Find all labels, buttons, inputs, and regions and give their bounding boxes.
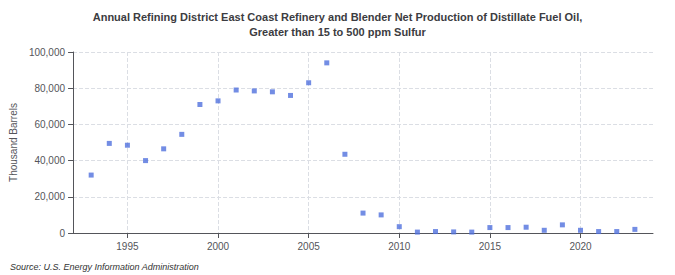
svg-text:40,000: 40,000 [34, 155, 65, 166]
svg-text:100,000: 100,000 [29, 47, 66, 58]
svg-text:Greater than 15 to 500 ppm Sul: Greater than 15 to 500 ppm Sulfur [249, 26, 426, 38]
svg-text:0: 0 [59, 228, 65, 239]
svg-text:20,000: 20,000 [34, 191, 65, 202]
svg-text:Thousand Barrels: Thousand Barrels [8, 103, 19, 182]
svg-text:2005: 2005 [298, 241, 321, 252]
svg-text:80,000: 80,000 [34, 83, 65, 94]
svg-text:2020: 2020 [569, 241, 592, 252]
svg-text:2015: 2015 [479, 241, 502, 252]
svg-text:2010: 2010 [388, 241, 411, 252]
svg-text:2000: 2000 [207, 241, 230, 252]
svg-text:60,000: 60,000 [34, 119, 65, 130]
svg-text:Source: U.S. Energy Informatio: Source: U.S. Energy Information Administ… [10, 262, 199, 272]
svg-text:Annual Refining District East: Annual Refining District East Coast Refi… [93, 11, 583, 23]
svg-text:1995: 1995 [116, 241, 139, 252]
